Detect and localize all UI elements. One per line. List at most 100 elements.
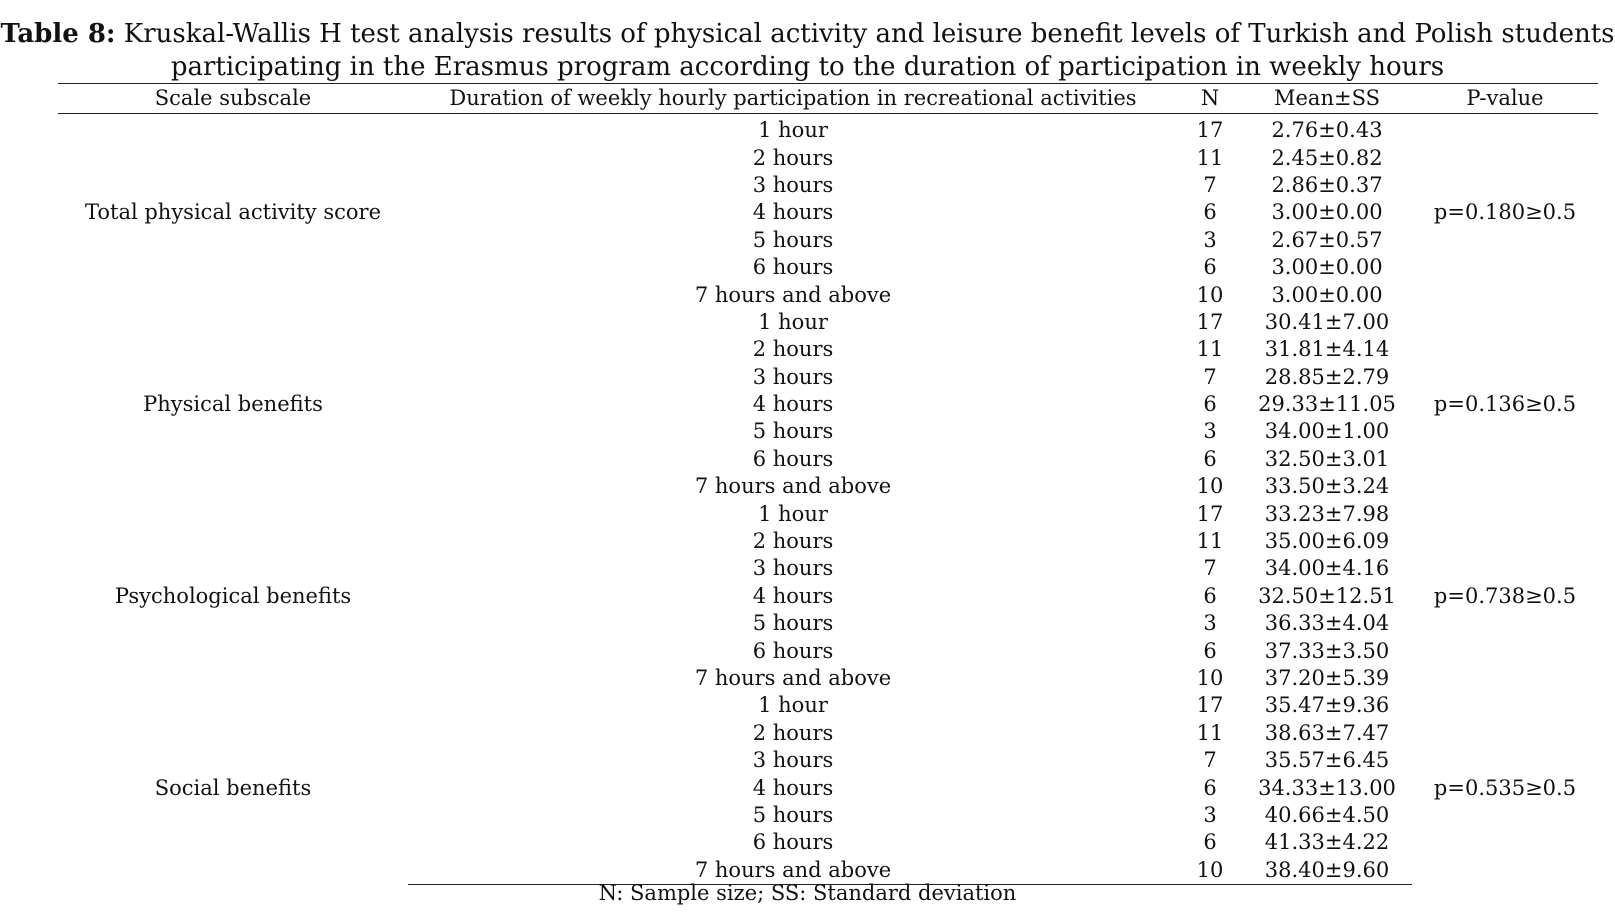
table-body: Total physical activity score 1 hour 17 2.7…	[58, 114, 1598, 885]
duration-cell: 4 hours	[752, 775, 834, 800]
table-row: Psychological benefits 1 hour 17 33.23±7.98…	[58, 500, 1598, 608]
duration-cell: 4 hours	[752, 583, 834, 608]
mean-ss-cell: 3.00±0.00	[1271, 255, 1383, 280]
duration-cell: 4 hours	[752, 200, 834, 225]
table-row: 3 hours 7 34.00±4.16	[58, 555, 1598, 582]
table-row: 3 hours 7 28.85±2.79	[58, 364, 1598, 391]
duration-cell: 3 hours	[752, 364, 834, 389]
table-row: 4 hours 6 3.00±0.00	[58, 199, 1598, 226]
results-table: Scale subscale Duration of weekly hourly…	[58, 83, 1598, 885]
mean-ss-cell: 30.41±7.00	[1264, 309, 1390, 334]
duration-cell: 7 hours and above	[694, 474, 892, 499]
duration-cell: 1 hour	[758, 118, 828, 143]
scale-subscale-cell: Total physical activity score	[84, 200, 381, 225]
table-header-row: Scale subscale Duration of weekly hourly…	[58, 83, 1598, 114]
n-cell: 17	[1196, 118, 1224, 143]
mean-ss-cell: 32.50±3.01	[1264, 446, 1390, 471]
header-p-value: P-value	[1412, 83, 1598, 114]
table-row: 5 hours 3 40.66±4.50	[58, 802, 1598, 829]
n-cell: 6	[1203, 200, 1217, 225]
duration-cell: 6 hours	[752, 830, 834, 855]
n-cell: 11	[1196, 720, 1224, 745]
table-row: 2 hours 11 38.63±7.47	[58, 720, 1598, 747]
table-row: 5 hours 3 36.33±4.04	[58, 610, 1598, 637]
duration-cell: 7 hours and above	[694, 666, 892, 690]
table-row: 2 hours 11 35.00±6.09	[58, 528, 1598, 555]
n-cell: 17	[1196, 501, 1224, 526]
duration-cell: 5 hours	[752, 802, 834, 827]
mean-ss-cell: 32.50±12.51	[1258, 583, 1396, 608]
table-row: 2 hours 11 31.81±4.14	[58, 336, 1598, 363]
mean-ss-cell: 31.81±4.14	[1264, 337, 1390, 362]
mean-ss-cell: 35.47±9.36	[1264, 693, 1390, 718]
table-row: Total physical activity score 1 hour 17 2.7…	[58, 114, 1598, 224]
n-cell: 11	[1196, 529, 1224, 554]
n-cell: 11	[1196, 337, 1224, 362]
p-value-cell: p=0.136≥0.5	[1433, 392, 1577, 417]
header-scale-subscale: Scale subscale	[58, 83, 408, 114]
n-cell: 6	[1203, 583, 1217, 608]
duration-cell: 1 hour	[758, 309, 828, 334]
table-row: 7 hours and above 10 37.20±5.39	[58, 665, 1598, 692]
mean-ss-cell: 2.67±0.57	[1271, 227, 1383, 252]
scale-subscale-cell: Physical benefits	[143, 392, 323, 417]
n-cell: 3	[1203, 802, 1217, 827]
table-row: 6 hours 6 3.00±0.00	[58, 254, 1598, 281]
header-n: N	[1178, 83, 1242, 114]
n-cell: 6	[1203, 830, 1217, 855]
duration-cell: 5 hours	[752, 419, 834, 444]
mean-ss-cell: 41.33±4.22	[1264, 830, 1390, 855]
p-value-cell: p=0.180≥0.5	[1433, 200, 1577, 225]
mean-ss-cell: 35.00±6.09	[1264, 529, 1390, 554]
n-cell: 10	[1178, 856, 1242, 885]
n-cell: 3	[1203, 611, 1217, 636]
duration-cell: 6 hours	[752, 638, 834, 663]
p-value-cell: p=0.535≥0.5	[1433, 775, 1577, 800]
mean-ss-cell: 40.66±4.50	[1264, 802, 1390, 827]
duration-cell: 6 hours	[752, 446, 834, 471]
n-cell: 3	[1203, 227, 1217, 252]
n-cell: 10	[1196, 666, 1224, 690]
mean-ss-cell: 36.33±4.04	[1264, 611, 1390, 636]
n-cell: 3	[1203, 419, 1217, 444]
n-cell: 17	[1196, 693, 1224, 718]
n-cell: 7	[1203, 172, 1217, 197]
mean-ss-cell: 35.57±6.45	[1264, 748, 1390, 773]
n-cell: 10	[1196, 474, 1224, 499]
table-row: 5 hours 3 2.67±0.57	[58, 227, 1598, 254]
n-cell: 7	[1203, 556, 1217, 581]
table-row: Physical benefits 1 hour 17 30.41±7.00 p=0.1…	[58, 309, 1598, 416]
duration-cell: 3 hours	[752, 748, 834, 773]
mean-ss-cell: 38.40±9.60	[1242, 856, 1412, 885]
mean-ss-cell: 2.76±0.43	[1271, 118, 1383, 143]
mean-ss-cell: 37.20±5.39	[1264, 666, 1390, 690]
mean-ss-cell: 33.50±3.24	[1264, 474, 1390, 499]
duration-cell: 6 hours	[752, 255, 834, 280]
mean-ss-cell: 38.63±7.47	[1264, 720, 1390, 745]
header-duration: Duration of weekly hourly participation …	[408, 83, 1178, 114]
duration-cell: 7 hours and above	[408, 856, 1178, 885]
mean-ss-cell: 34.00±1.00	[1264, 419, 1390, 444]
table-row: Social benefits 1 hour 17 35.47±9.36 p=0.535…	[58, 692, 1598, 799]
table-row: 6 hours 6 32.50±3.01	[58, 446, 1598, 473]
header-mean-ss: Mean±SS	[1242, 83, 1412, 114]
n-cell: 10	[1196, 282, 1224, 307]
mean-ss-cell: 37.33±3.50	[1264, 638, 1390, 663]
table-row: 3 hours 7 35.57±6.45	[58, 747, 1598, 774]
table-row: 4 hours 6 32.50±12.51	[58, 583, 1598, 610]
mean-ss-cell: 3.00±0.00	[1271, 200, 1383, 225]
table-caption: Table 8: Kruskal-Wallis H test analysis …	[0, 18, 1615, 84]
mean-ss-cell: 2.45±0.82	[1271, 145, 1383, 170]
table-row: 3 hours 7 2.86±0.37	[58, 172, 1598, 199]
table-row: 7 hours and above 10 3.00±0.00	[58, 281, 1598, 308]
table-row: 6 hours 6 37.33±3.50	[58, 637, 1598, 664]
n-cell: 6	[1203, 775, 1217, 800]
n-cell: 7	[1203, 748, 1217, 773]
table-row: 4 hours 6 34.33±13.00	[58, 774, 1598, 801]
n-cell: 6	[1203, 446, 1217, 471]
table-row: 2 hours 11 2.45±0.82	[58, 144, 1598, 171]
table-row: 5 hours 3 34.00±1.00	[58, 418, 1598, 445]
n-cell: 6	[1203, 392, 1217, 417]
scale-subscale-cell: Social benefits	[154, 775, 312, 800]
